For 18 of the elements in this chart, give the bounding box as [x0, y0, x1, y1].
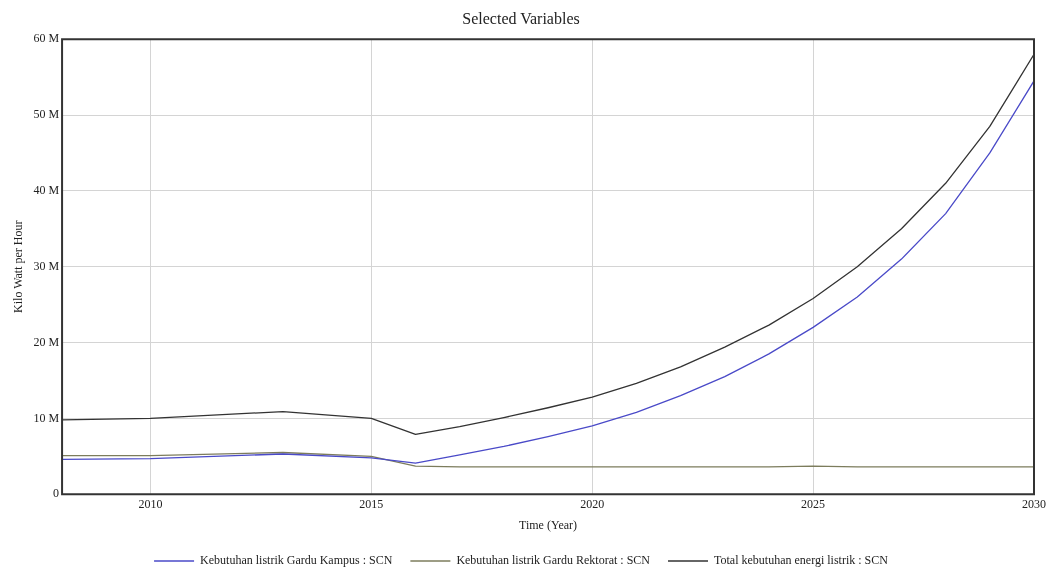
y-tick-label: 30 M — [33, 258, 60, 273]
x-tick-label: 2025 — [801, 496, 826, 511]
x-tick-label: 2010 — [138, 496, 163, 511]
x-tick-label: 2015 — [359, 496, 384, 511]
y-tick-label: 0 — [53, 486, 60, 501]
legend-label: Total kebutuhan energi listrik : SCN — [714, 553, 889, 568]
x-tick-label: 2020 — [580, 496, 605, 511]
chart-title: Selected Variables — [462, 9, 580, 27]
y-tick-label: 40 M — [33, 183, 60, 198]
y-axis-title: Kilo Watt per Hour — [11, 220, 26, 313]
legend-label: Kebutuhan listrik Gardu Rektorat : SCN — [456, 553, 651, 568]
y-tick-label: 10 M — [33, 410, 60, 425]
x-tick-label: 2030 — [1022, 496, 1046, 511]
legend-label: Kebutuhan listrik Gardu Kampus : SCN — [200, 553, 393, 568]
y-tick-label: 20 M — [33, 334, 60, 349]
x-axis-title: Time (Year) — [519, 517, 578, 532]
y-tick-label: 60 M — [33, 31, 60, 46]
y-tick-label: 50 M — [33, 107, 60, 122]
